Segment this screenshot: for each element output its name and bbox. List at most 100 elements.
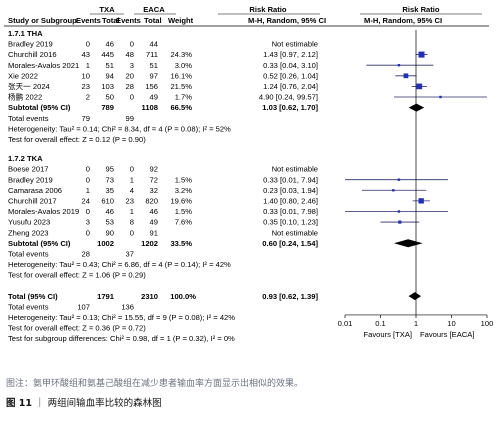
x-axis-tick-label: 0.01	[338, 319, 353, 328]
study-total-eaca: 820	[145, 196, 158, 205]
study-ci: 0.35 [0.10, 1.23]	[263, 218, 318, 227]
study-ci: 4.90 [0.24, 99.57]	[259, 93, 318, 102]
subtotal-diamond	[408, 103, 425, 112]
study-total-txa: 46	[106, 40, 114, 49]
total-weight: 100.0%	[170, 292, 196, 301]
study-events-eaca: 1	[130, 175, 134, 184]
study-total-txa: 50	[106, 93, 114, 102]
study-name: Camarasa 2006	[8, 186, 62, 195]
study-weight: 1.5%	[175, 207, 193, 216]
study-total-eaca: 49	[150, 218, 158, 227]
study-total-txa: 94	[106, 71, 114, 80]
subtotal-label: Subtotal (95% CI)	[8, 239, 71, 248]
overall-total-events-txa: 107	[77, 302, 90, 311]
study-events-txa: 24	[82, 196, 90, 205]
study-point-square	[418, 198, 424, 204]
study-weight: 7.6%	[175, 218, 193, 227]
study-weight: 3.0%	[175, 61, 193, 70]
study-weight: 21.5%	[170, 82, 192, 91]
figure-label: 图 11	[6, 398, 33, 409]
total-ci: 0.93 [0.62, 1.39]	[262, 292, 318, 301]
subtotal-total-txa: 789	[101, 103, 114, 112]
header-total-txa: Total	[102, 16, 120, 25]
study-ci: 0.33 [0.01, 7.94]	[263, 175, 318, 184]
study-name: Xie 2022	[8, 71, 38, 80]
study-ci: Not estimable	[272, 228, 318, 237]
study-weight: 19.6%	[170, 196, 192, 205]
study-events-txa: 0	[86, 207, 90, 216]
header-eaca: EACA	[143, 5, 165, 14]
study-name: Churchill 2016	[8, 50, 57, 59]
total-total-eaca: 2310	[141, 292, 158, 301]
total-events-txa: 79	[82, 114, 90, 123]
study-point-square	[397, 64, 401, 67]
subtotal-ci: 0.60 [0.24, 1.54]	[262, 239, 318, 248]
study-name: Yusufu 2023	[8, 218, 50, 227]
total-events-eaca: 99	[126, 114, 134, 123]
study-events-eaca: 23	[126, 196, 134, 205]
total-events-txa: 28	[82, 249, 90, 258]
subtotal-total-eaca: 1202	[141, 239, 158, 248]
study-events-eaca: 20	[126, 71, 134, 80]
x-axis-tick-label: 1	[414, 319, 418, 328]
total-events-label: Total events	[8, 249, 49, 258]
study-total-eaca: 92	[150, 165, 158, 174]
study-point-square	[398, 220, 402, 224]
study-events-eaca: 28	[126, 82, 134, 91]
forest-plot: TXA EACA Risk Ratio Risk Ratio Study or Subg…	[4, 5, 494, 343]
overall-effect-text: Test for overall effect: Z = 1.06 (P = 0…	[8, 271, 146, 280]
header-txa: TXA	[99, 5, 115, 14]
total-events-eaca: 37	[126, 249, 134, 258]
study-total-eaca: 32	[150, 186, 158, 195]
figure-separator: ｜	[35, 398, 45, 409]
subtotal-diamond	[393, 239, 423, 248]
subtotal-total-eaca: 1108	[142, 103, 158, 112]
study-total-txa: 73	[106, 175, 114, 184]
header-study: Study or Subgroup	[8, 16, 77, 25]
subtotal-total-txa: 1002	[97, 239, 114, 248]
study-total-txa: 53	[106, 218, 114, 227]
study-events-txa: 1	[86, 186, 90, 195]
study-events-eaca: 48	[126, 50, 134, 59]
study-weight: 1.5%	[175, 175, 193, 184]
study-events-eaca: 1	[130, 207, 134, 216]
subgroup-difference-text: Test for subgroup differences: Chi² = 0.…	[8, 334, 235, 343]
header-ci-right: M-H, Random, 95% CI	[364, 16, 442, 25]
study-total-txa: 610	[101, 196, 114, 205]
study-point-square	[418, 51, 425, 58]
study-events-eaca: 4	[130, 186, 134, 195]
total-events-label: Total events	[8, 114, 49, 123]
subgroup-title: 1.7.2 TKA	[8, 154, 43, 163]
study-point-square	[397, 178, 401, 181]
x-axis-tick-label: 100	[481, 319, 494, 328]
study-total-eaca: 72	[150, 175, 158, 184]
study-name: Bradley 2019	[8, 175, 53, 184]
study-ci: 1.43 [0.97, 2.12]	[263, 50, 318, 59]
overall-effect-text: Test for overall effect: Z = 0.12 (P = 0…	[8, 135, 146, 144]
study-events-eaca: 8	[130, 218, 134, 227]
study-total-txa: 51	[106, 61, 114, 70]
study-weight: 1.7%	[175, 93, 193, 102]
heterogeneity-text: Heterogeneity: Tau² = 0.14; Chi² = 8.34,…	[8, 124, 231, 133]
header-events-txa: Events	[76, 16, 101, 25]
study-name: Boese 2017	[8, 165, 49, 174]
study-name: Bradley 2019	[8, 40, 53, 49]
study-total-eaca: 97	[150, 71, 158, 80]
study-total-eaca: 51	[150, 61, 158, 70]
figure-note: 图注：氨甲环酸组和氨基己酸组在减少患者输血率方面显示出相似的效果。	[6, 379, 304, 389]
study-name: Morales-Avalos 2019	[8, 207, 79, 216]
study-weight: 24.3%	[170, 50, 192, 59]
subtotal-label: Subtotal (95% CI)	[8, 103, 71, 112]
favours-left-label: Favours [TXA]	[363, 330, 412, 339]
study-events-txa: 10	[82, 71, 90, 80]
study-total-txa: 46	[106, 207, 114, 216]
header-risk-ratio-left: Risk Ratio	[249, 5, 286, 14]
study-total-txa: 35	[106, 186, 114, 195]
study-events-eaca: 0	[130, 40, 134, 49]
header-ci-left: M-H, Random, 95% CI	[248, 16, 326, 25]
study-total-eaca: 711	[146, 50, 158, 59]
study-total-eaca: 49	[150, 93, 158, 102]
overall-effect-total-text: Test for overall effect: Z = 0.36 (P = 0…	[8, 324, 146, 333]
study-ci: 1.24 [0.76, 2.04]	[263, 82, 318, 91]
study-total-eaca: 46	[150, 207, 158, 216]
